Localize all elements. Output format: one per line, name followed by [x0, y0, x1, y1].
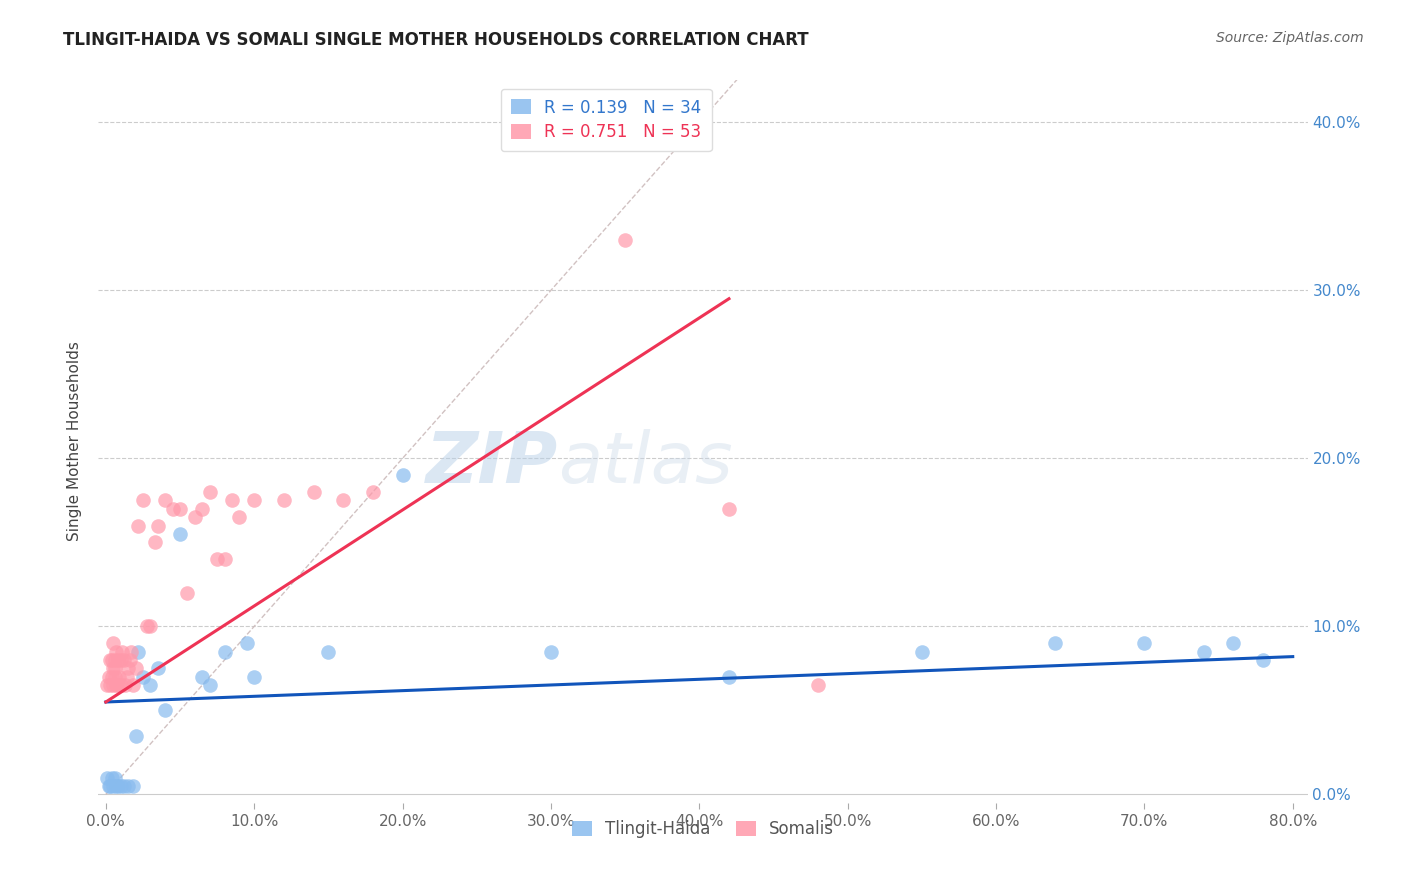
Point — [361, 485, 384, 500]
Point — [139, 619, 162, 633]
Point — [191, 501, 214, 516]
Point — [1192, 644, 1215, 658]
Point — [214, 644, 236, 658]
Point — [1251, 653, 1274, 667]
Point — [103, 661, 125, 675]
Point — [120, 644, 142, 658]
Point — [103, 636, 125, 650]
Point — [717, 501, 740, 516]
Point — [153, 703, 176, 717]
Point — [121, 678, 143, 692]
Point — [124, 661, 146, 675]
Point — [153, 493, 176, 508]
Point — [118, 653, 141, 667]
Point — [807, 678, 830, 692]
Point — [100, 670, 122, 684]
Point — [136, 619, 159, 633]
Point — [98, 678, 121, 692]
Y-axis label: Single Mother Households: Single Mother Households — [67, 342, 83, 541]
Point — [1222, 636, 1244, 650]
Point — [100, 771, 122, 785]
Point — [236, 636, 259, 650]
Point — [205, 552, 228, 566]
Point — [169, 527, 191, 541]
Point — [112, 653, 135, 667]
Point — [243, 670, 266, 684]
Point — [108, 670, 131, 684]
Point — [110, 779, 132, 793]
Point — [105, 678, 128, 692]
Point — [540, 644, 562, 658]
Point — [103, 678, 125, 692]
Point — [127, 518, 149, 533]
Point — [107, 678, 129, 692]
Point — [143, 535, 166, 549]
Point — [391, 468, 413, 483]
Point — [112, 779, 135, 793]
Point — [169, 501, 191, 516]
Point — [104, 771, 127, 785]
Point — [228, 510, 250, 524]
Point — [198, 485, 221, 500]
Point — [176, 586, 198, 600]
Point — [98, 779, 121, 793]
Point — [114, 678, 136, 692]
Text: TLINGIT-HAIDA VS SOMALI SINGLE MOTHER HOUSEHOLDS CORRELATION CHART: TLINGIT-HAIDA VS SOMALI SINGLE MOTHER HO… — [63, 31, 808, 49]
Point — [97, 779, 120, 793]
Point — [124, 729, 146, 743]
Point — [332, 493, 354, 508]
Point — [104, 670, 127, 684]
Point — [117, 661, 139, 675]
Point — [146, 661, 169, 675]
Point — [100, 653, 122, 667]
Legend: Tlingit-Haida, Somalis: Tlingit-Haida, Somalis — [565, 814, 841, 845]
Point — [614, 233, 637, 247]
Point — [115, 670, 138, 684]
Point — [98, 653, 121, 667]
Point — [132, 493, 155, 508]
Point — [139, 678, 162, 692]
Point — [105, 644, 128, 658]
Point — [911, 644, 934, 658]
Point — [132, 670, 155, 684]
Point — [111, 644, 134, 658]
Point — [96, 678, 118, 692]
Point — [198, 678, 221, 692]
Text: atlas: atlas — [558, 429, 733, 498]
Point — [127, 644, 149, 658]
Point — [107, 779, 129, 793]
Point — [121, 779, 143, 793]
Point — [717, 670, 740, 684]
Text: ZIP: ZIP — [426, 429, 558, 498]
Point — [214, 552, 236, 566]
Point — [96, 771, 118, 785]
Point — [302, 485, 325, 500]
Point — [117, 779, 139, 793]
Point — [105, 779, 128, 793]
Point — [103, 779, 125, 793]
Point — [97, 670, 120, 684]
Point — [110, 653, 132, 667]
Point — [146, 518, 169, 533]
Point — [107, 653, 129, 667]
Point — [1133, 636, 1156, 650]
Point — [1045, 636, 1067, 650]
Point — [221, 493, 243, 508]
Point — [318, 644, 340, 658]
Text: Source: ZipAtlas.com: Source: ZipAtlas.com — [1216, 31, 1364, 45]
Point — [191, 670, 214, 684]
Point — [104, 653, 127, 667]
Point — [243, 493, 266, 508]
Point — [110, 678, 132, 692]
Point — [184, 510, 207, 524]
Point — [162, 501, 184, 516]
Point — [273, 493, 295, 508]
Point — [104, 661, 127, 675]
